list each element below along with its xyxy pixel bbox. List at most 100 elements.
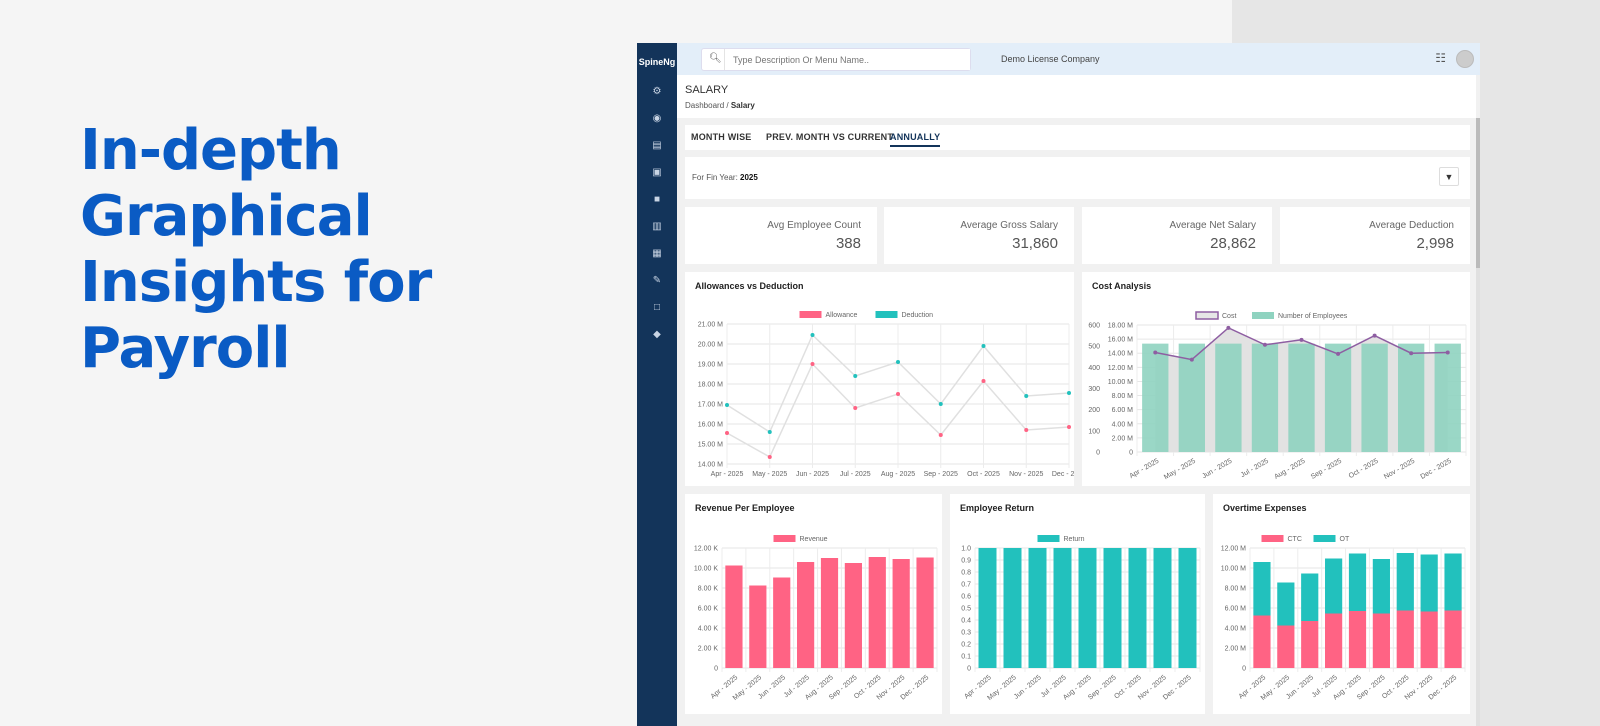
legend-swatch-1 bbox=[875, 311, 898, 318]
legend-label: Return bbox=[1064, 536, 1085, 543]
stat-label: Avg Employee Count bbox=[767, 220, 861, 231]
y-tick-label: 0 bbox=[714, 666, 718, 673]
point-cost bbox=[1153, 350, 1158, 355]
bar bbox=[1128, 548, 1147, 668]
y-tick-label: 1.0 bbox=[961, 546, 971, 553]
x-tick-label: Jun - 2025 bbox=[1013, 674, 1043, 701]
chart-svg: Revenue 0 2.00 K 4.00 K 6.00 K 8.00 K 10.00 K 1… bbox=[694, 535, 938, 702]
bar-employees bbox=[1324, 343, 1352, 452]
legend-swatch-0 bbox=[1037, 535, 1060, 542]
company-name: Demo License Company bbox=[1001, 54, 1100, 64]
point-deduction bbox=[725, 403, 729, 407]
y-tick-label: 6.00 M bbox=[1112, 407, 1134, 414]
filter-button[interactable]: ▼ bbox=[1439, 167, 1459, 186]
cash-icon[interactable]: ▥ bbox=[652, 221, 662, 232]
chart-svg: Allowance Deduction 14.00 M 15.00 M 16.00 M 1… bbox=[698, 311, 1074, 478]
avatar[interactable] bbox=[1456, 50, 1474, 68]
bar bbox=[978, 548, 997, 668]
chart-cost-analysis: Cost Analysis Cost Number of Employees 0 2.0… bbox=[1082, 272, 1470, 486]
x-tick-label: Oct - 2025 bbox=[967, 471, 1000, 478]
bar-ot bbox=[1396, 553, 1414, 611]
x-tick-label: Jul - 2025 bbox=[840, 471, 871, 478]
point-deduction bbox=[1067, 391, 1071, 395]
tab-annually[interactable]: ANNUALLY bbox=[890, 132, 941, 147]
point-deduction bbox=[767, 430, 772, 434]
bar-ot bbox=[1277, 582, 1295, 626]
y-tick-label: 0.9 bbox=[961, 558, 971, 565]
tab-prev-month-vs-current[interactable]: PREV. MONTH VS CURRENT bbox=[766, 132, 894, 142]
y-tick-label: 2.00 M bbox=[1225, 646, 1247, 653]
inbox-icon[interactable]: ▤ bbox=[652, 140, 662, 151]
search-box[interactable]: 🔍︎ bbox=[701, 48, 971, 71]
y-tick-label: 0.7 bbox=[961, 582, 971, 589]
y-tick-label-left: 0 bbox=[1096, 450, 1100, 457]
y-tick-label: 2.00 K bbox=[698, 646, 719, 653]
legend-label: Number of Employees bbox=[1278, 313, 1348, 320]
bar bbox=[1028, 548, 1047, 668]
chart-employee-return: Employee Return Return 0 0.1 0.2 0.3 0.4 0.5 0.6… bbox=[950, 494, 1205, 714]
stat-label: Average Net Salary bbox=[1169, 220, 1256, 231]
x-tick-label: Aug - 2025 bbox=[1273, 458, 1306, 481]
legend-label: Allowance bbox=[826, 312, 858, 319]
bar bbox=[725, 565, 743, 668]
bar bbox=[1103, 548, 1122, 668]
settings-gears-icon[interactable]: ⚙ bbox=[652, 86, 662, 97]
x-tick-label: Jun - 2025 bbox=[1201, 458, 1233, 481]
tab-month-wise[interactable]: MONTH WISE bbox=[691, 132, 752, 142]
stat-label: Average Deduction bbox=[1369, 220, 1454, 231]
y-tick-label: 0.2 bbox=[961, 642, 971, 649]
y-tick-label: 4.00 K bbox=[698, 626, 719, 633]
point-cost bbox=[1299, 337, 1304, 342]
breadcrumb-dashboard[interactable]: Dashboard bbox=[685, 101, 725, 110]
brand-logo[interactable]: SpineNg bbox=[638, 57, 676, 67]
stat-card-net-salary: Average Net Salary 28,862 bbox=[1082, 207, 1272, 264]
monitor-icon[interactable]: ▣ bbox=[652, 167, 662, 178]
fin-year-value: 2025 bbox=[740, 173, 758, 182]
x-tick-label: Nov - 2025 bbox=[1383, 458, 1416, 481]
stat-value: 2,998 bbox=[1416, 235, 1454, 252]
stat-label: Average Gross Salary bbox=[960, 220, 1058, 231]
legend-label: Cost bbox=[1222, 313, 1236, 320]
bar-ot bbox=[1372, 559, 1390, 614]
point-allowance bbox=[853, 406, 858, 410]
y-tick-label: 0 bbox=[1129, 450, 1133, 457]
gift-icon[interactable]: ■ bbox=[653, 194, 661, 205]
x-tick-label: May - 2025 bbox=[752, 471, 787, 478]
point-allowance bbox=[1024, 428, 1029, 432]
scrollbar[interactable] bbox=[1476, 118, 1480, 726]
y-tick-label: 18.00 M bbox=[1108, 323, 1133, 330]
y-tick-label: 10.00 M bbox=[1108, 379, 1133, 386]
document-icon[interactable]: □ bbox=[653, 302, 661, 313]
ticket-icon[interactable]: ◆ bbox=[653, 329, 661, 340]
bar-ot bbox=[1444, 553, 1462, 611]
y-tick-label: 12.00 M bbox=[1108, 365, 1133, 372]
legend-swatch-0 bbox=[799, 311, 822, 318]
bar bbox=[1053, 548, 1072, 668]
bar bbox=[1078, 548, 1097, 668]
y-tick-label: 17.00 M bbox=[698, 402, 723, 409]
legend-label: OT bbox=[1340, 536, 1350, 543]
point-cost bbox=[1226, 325, 1231, 330]
fin-year-text: For Fin Year: 2025 bbox=[692, 173, 758, 182]
bar-ot bbox=[1253, 562, 1271, 616]
scrollbar-thumb[interactable] bbox=[1476, 118, 1480, 268]
bar bbox=[916, 557, 934, 668]
x-tick-label: Nov - 2025 bbox=[1009, 471, 1043, 478]
user-icon[interactable]: ◉ bbox=[652, 113, 662, 124]
bar-ot bbox=[1420, 554, 1438, 612]
search-input[interactable] bbox=[724, 49, 970, 70]
calculator-icon[interactable]: ▦ bbox=[652, 248, 662, 259]
bar-employees bbox=[1215, 343, 1242, 452]
point-deduction bbox=[981, 344, 986, 348]
y-tick-label: 16.00 M bbox=[1108, 337, 1133, 344]
search-icon[interactable]: 🔍︎ bbox=[709, 53, 722, 64]
point-allowance bbox=[1067, 425, 1071, 429]
y-tick-label: 14.00 M bbox=[698, 462, 723, 469]
edit-icon[interactable]: ✎ bbox=[652, 275, 662, 286]
bar-ctc bbox=[1444, 610, 1462, 668]
bar-ctc bbox=[1372, 613, 1390, 668]
bar-ctc bbox=[1277, 625, 1295, 668]
apps-grid-icon[interactable]: ☷ bbox=[1435, 51, 1446, 65]
y-tick-label: 21.00 M bbox=[698, 322, 723, 329]
y-tick-label-left: 600 bbox=[1088, 323, 1100, 330]
